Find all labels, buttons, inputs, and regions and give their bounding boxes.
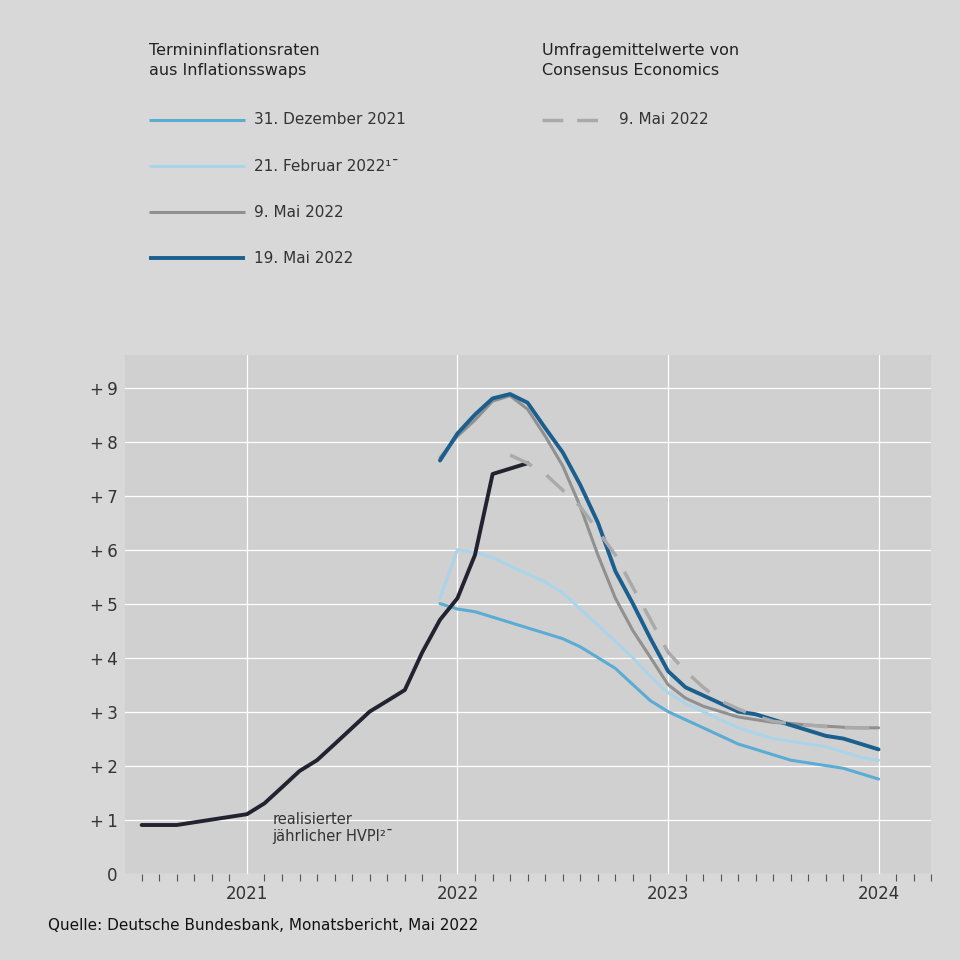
Text: Quelle: Deutsche Bundesbank, Monatsbericht, Mai 2022: Quelle: Deutsche Bundesbank, Monatsberic… bbox=[48, 918, 478, 933]
Text: 21. Februar 2022¹ˉ: 21. Februar 2022¹ˉ bbox=[254, 158, 399, 174]
Text: 9. Mai 2022: 9. Mai 2022 bbox=[619, 112, 708, 128]
Text: 31. Dezember 2021: 31. Dezember 2021 bbox=[254, 112, 406, 128]
Text: Termininflationsraten
aus Inflationsswaps: Termininflationsraten aus Inflationsswap… bbox=[149, 43, 320, 78]
Text: 9. Mai 2022: 9. Mai 2022 bbox=[254, 204, 344, 220]
Text: Umfragemittelwerte von
Consensus Economics: Umfragemittelwerte von Consensus Economi… bbox=[542, 43, 739, 78]
Text: 19. Mai 2022: 19. Mai 2022 bbox=[254, 251, 353, 266]
Text: realisierter
jährlicher HVPI²ˉ: realisierter jährlicher HVPI²ˉ bbox=[273, 811, 394, 844]
